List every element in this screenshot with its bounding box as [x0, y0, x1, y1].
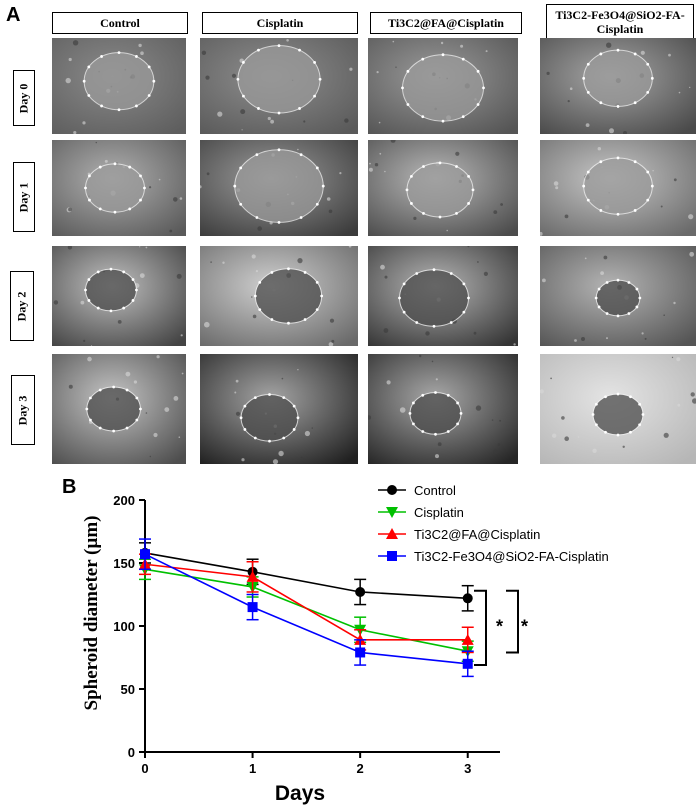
- x-tick-label: 3: [464, 761, 471, 776]
- series-line: [144, 552, 468, 600]
- data-point: [140, 549, 150, 560]
- spheroid-diameter-chart: 0 50 100 150 200 0 1 2 3 Control Cisplatin Ti3C2@F…: [81, 483, 609, 805]
- y-tick-label: 0: [128, 745, 135, 760]
- legend-marker: [386, 507, 398, 518]
- legend-marker: [387, 485, 397, 495]
- series-line: [144, 563, 468, 641]
- panel-a-label: A: [6, 4, 21, 26]
- column-header-cisplatin: Cisplatin: [202, 12, 358, 34]
- legend-entry: Control: [414, 483, 456, 498]
- y-tick-label: 150: [113, 556, 135, 571]
- significance-star: *: [496, 616, 503, 636]
- series-ti3c2-fa-cisplatin: [139, 553, 474, 654]
- column-header-control: Control: [52, 12, 188, 34]
- data-point: [247, 602, 258, 613]
- x-tick-label: 1: [249, 761, 256, 776]
- series-line: [144, 553, 468, 665]
- micrograph-day2-col2: [368, 246, 518, 346]
- micrograph-day0-col2: [368, 38, 518, 134]
- row-label-day-1: Day 1: [13, 162, 35, 232]
- micrograph-day3-col2: [368, 354, 518, 464]
- series-cisplatin: [139, 558, 474, 663]
- row-label-day-0: Day 0: [13, 70, 35, 126]
- significance-bracket: [474, 589, 487, 667]
- panel-b-label: B: [62, 476, 77, 498]
- legend-entry: Cisplatin: [414, 505, 464, 520]
- data-point: [461, 633, 474, 645]
- row-label-day-3: Day 3: [11, 375, 35, 445]
- column-header-ti3c2-fe3o4-sio2-fa-cisplatin: Ti3C2-Fe3O4@SiO2-FA-Cisplatin: [546, 4, 694, 40]
- y-tick-label: 50: [121, 682, 135, 697]
- legend-marker: [386, 528, 398, 539]
- data-point: [355, 647, 366, 658]
- y-tick-label: 100: [113, 619, 135, 634]
- micrograph-day1-col0: [52, 140, 186, 236]
- data-point: [355, 586, 366, 597]
- data-point: [246, 570, 259, 582]
- x-axis-label: Days: [275, 782, 325, 805]
- x-tick-label: 2: [357, 761, 364, 776]
- micrograph-day2-col1: [200, 246, 358, 346]
- y-axis-label: Spheroid diameter (µm): [81, 516, 102, 711]
- series-ti3c2-fe3o4-sio2-fa-cisplatin: [139, 538, 474, 678]
- micrograph-day0-col0: [52, 38, 186, 134]
- y-tick-label: 200: [113, 493, 135, 508]
- micrograph-day2-col0: [52, 246, 186, 346]
- x-tick-label: 0: [141, 761, 148, 776]
- column-header-ti3c2-fa-cisplatin: Ti3C2@FA@Cisplatin: [370, 12, 522, 34]
- micrograph-day3-col1: [200, 354, 358, 464]
- micrograph-day2-col3: [540, 246, 696, 346]
- significance-star: *: [521, 616, 528, 636]
- micrograph-day0-col3: [540, 38, 696, 134]
- micrograph-day0-col1: [200, 38, 358, 134]
- row-label-day-2: Day 2: [10, 271, 34, 341]
- legend-entry: Ti3C2-Fe3O4@SiO2-FA-Cisplatin: [414, 549, 609, 564]
- micrograph-day1-col1: [200, 140, 358, 236]
- legend-marker: [387, 551, 397, 561]
- micrograph-day1-col3: [540, 140, 696, 236]
- micrograph-day1-col2: [368, 140, 518, 236]
- significance-bracket: [506, 589, 519, 654]
- micrograph-day3-col0: [52, 354, 186, 464]
- data-point: [462, 593, 473, 604]
- legend-entry: Ti3C2@FA@Cisplatin: [414, 527, 540, 542]
- micrograph-day3-col3: [540, 354, 696, 464]
- data-point: [462, 658, 473, 669]
